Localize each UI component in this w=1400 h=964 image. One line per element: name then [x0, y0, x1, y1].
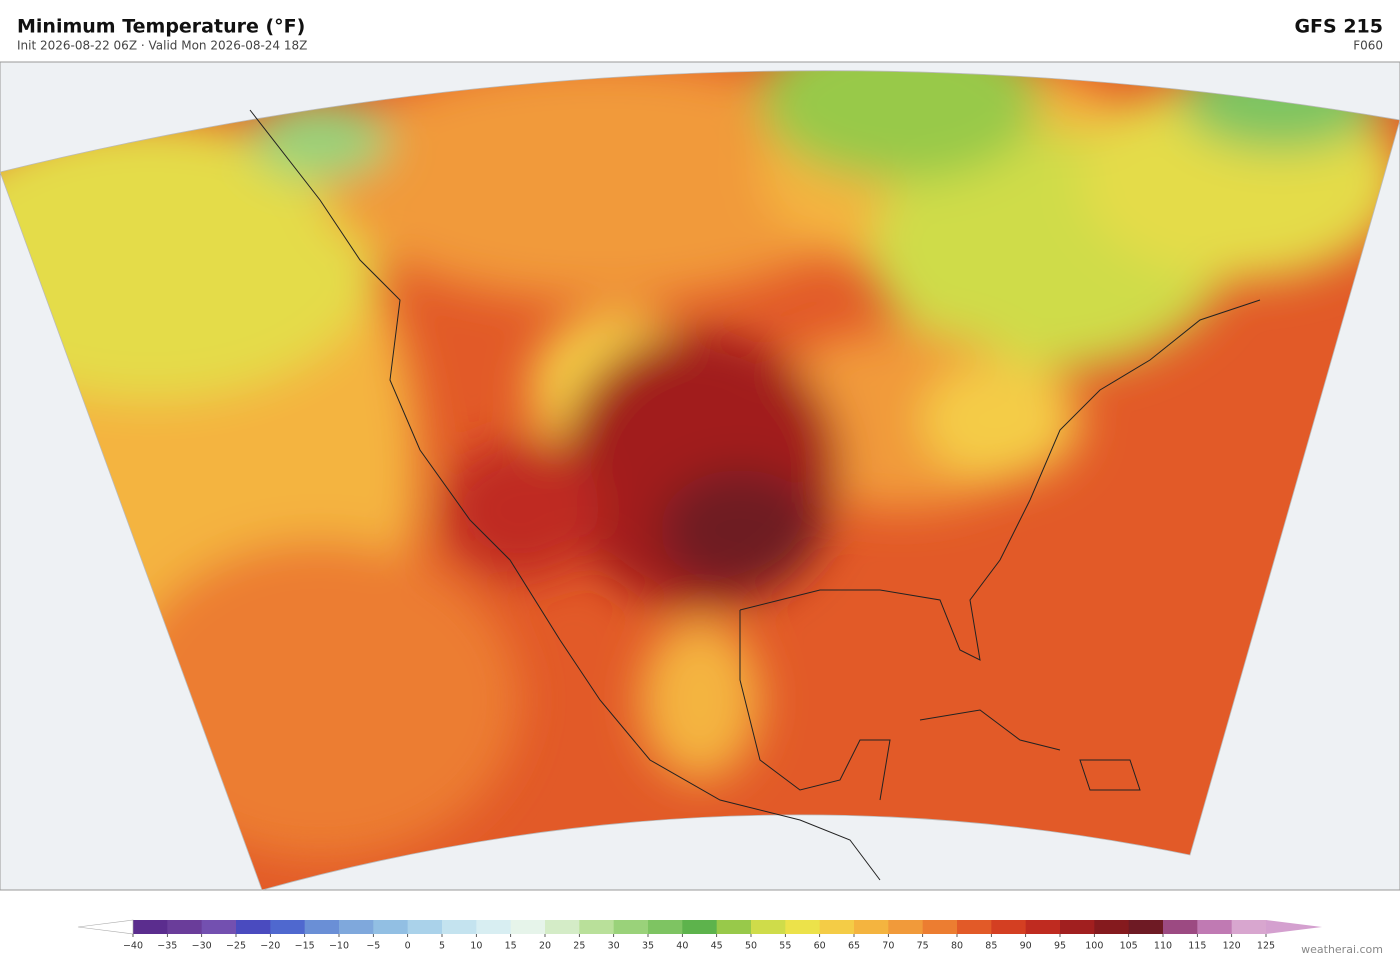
- color-bin: [785, 920, 821, 934]
- color-bin: [819, 920, 855, 934]
- tick-label: 35: [642, 941, 654, 952]
- color-bin: [1025, 920, 1061, 934]
- map: [0, 61, 1400, 891]
- over-triangle: [1266, 920, 1322, 934]
- tick-label: −15: [295, 941, 315, 952]
- model-label: GFS 215: [1294, 16, 1383, 38]
- title: Minimum Temperature (°F): [17, 16, 305, 38]
- tick-label: 75: [917, 941, 929, 952]
- tick-label: 90: [1020, 941, 1032, 952]
- color-bin: [751, 920, 786, 934]
- color-bin: [1163, 920, 1198, 934]
- tick-label: 45: [711, 941, 723, 952]
- tick-label: 30: [608, 941, 620, 952]
- tick-label: 125: [1257, 941, 1275, 952]
- color-bin: [579, 920, 615, 934]
- color-bin: [407, 920, 443, 934]
- color-bin: [167, 920, 203, 934]
- color-bin: [957, 920, 992, 934]
- color-bin: [1060, 920, 1095, 934]
- color-bin: [888, 920, 924, 934]
- tick-label: −25: [226, 941, 246, 952]
- color-bin: [201, 920, 237, 934]
- color-bin: [716, 920, 752, 934]
- tick-label: −20: [260, 941, 280, 952]
- under-triangle: [77, 919, 134, 935]
- coastlines: [249, 109, 1261, 881]
- tick-label: 95: [1054, 941, 1066, 952]
- color-bin: [854, 920, 889, 934]
- tick-label: 10: [470, 941, 482, 952]
- color-bin: [682, 920, 718, 934]
- color-bin: [545, 920, 580, 934]
- color-bin: [476, 920, 512, 934]
- tick-label: −5: [366, 941, 380, 952]
- color-bin: [133, 920, 168, 934]
- credit: weatherai.com: [1301, 943, 1383, 956]
- tick-label: 100: [1085, 941, 1103, 952]
- tick-label: 25: [573, 941, 585, 952]
- tick-label: 85: [985, 941, 997, 952]
- color-bin: [648, 920, 683, 934]
- color-bin: [991, 920, 1027, 934]
- tick-label: 70: [882, 941, 894, 952]
- color-bin: [1128, 920, 1164, 934]
- tick-label: 55: [779, 941, 791, 952]
- tick-label: 20: [539, 941, 551, 952]
- color-bin: [442, 920, 477, 934]
- tick-label: 50: [745, 941, 757, 952]
- tick-label: 110: [1154, 941, 1172, 952]
- color-bin: [1231, 920, 1267, 934]
- color-bin: [304, 920, 340, 934]
- tick-label: −10: [329, 941, 349, 952]
- color-bin: [922, 920, 958, 934]
- tick-label: 60: [814, 941, 826, 952]
- tick-label: 0: [405, 941, 411, 952]
- tick-label: −30: [192, 941, 212, 952]
- tick-label: −40: [123, 941, 143, 952]
- color-bin: [510, 920, 546, 934]
- color-bin: [373, 920, 409, 934]
- color-bin: [613, 920, 649, 934]
- tick-label: 105: [1120, 941, 1138, 952]
- tick-label: 15: [505, 941, 517, 952]
- subtitle: Init 2026-08-22 06Z · Valid Mon 2026-08-…: [17, 39, 307, 53]
- color-bin: [1094, 920, 1130, 934]
- tick-label: 40: [676, 941, 688, 952]
- color-bin: [236, 920, 271, 934]
- tick-label: 5: [439, 941, 445, 952]
- color-bin: [1197, 920, 1233, 934]
- tick-label: 65: [848, 941, 860, 952]
- color-bin: [339, 920, 374, 934]
- tick-label: 80: [951, 941, 963, 952]
- tick-label: 115: [1188, 941, 1206, 952]
- colorbar: −40 −35 −30 −25 −20 −15 −10 −5 0 5 10 15 20 25 30 35 40 4…: [77, 919, 1322, 952]
- forecast-hour: F060: [1353, 39, 1383, 53]
- color-bin: [270, 920, 306, 934]
- tick-label: −35: [157, 941, 177, 952]
- tick-label: 120: [1223, 941, 1241, 952]
